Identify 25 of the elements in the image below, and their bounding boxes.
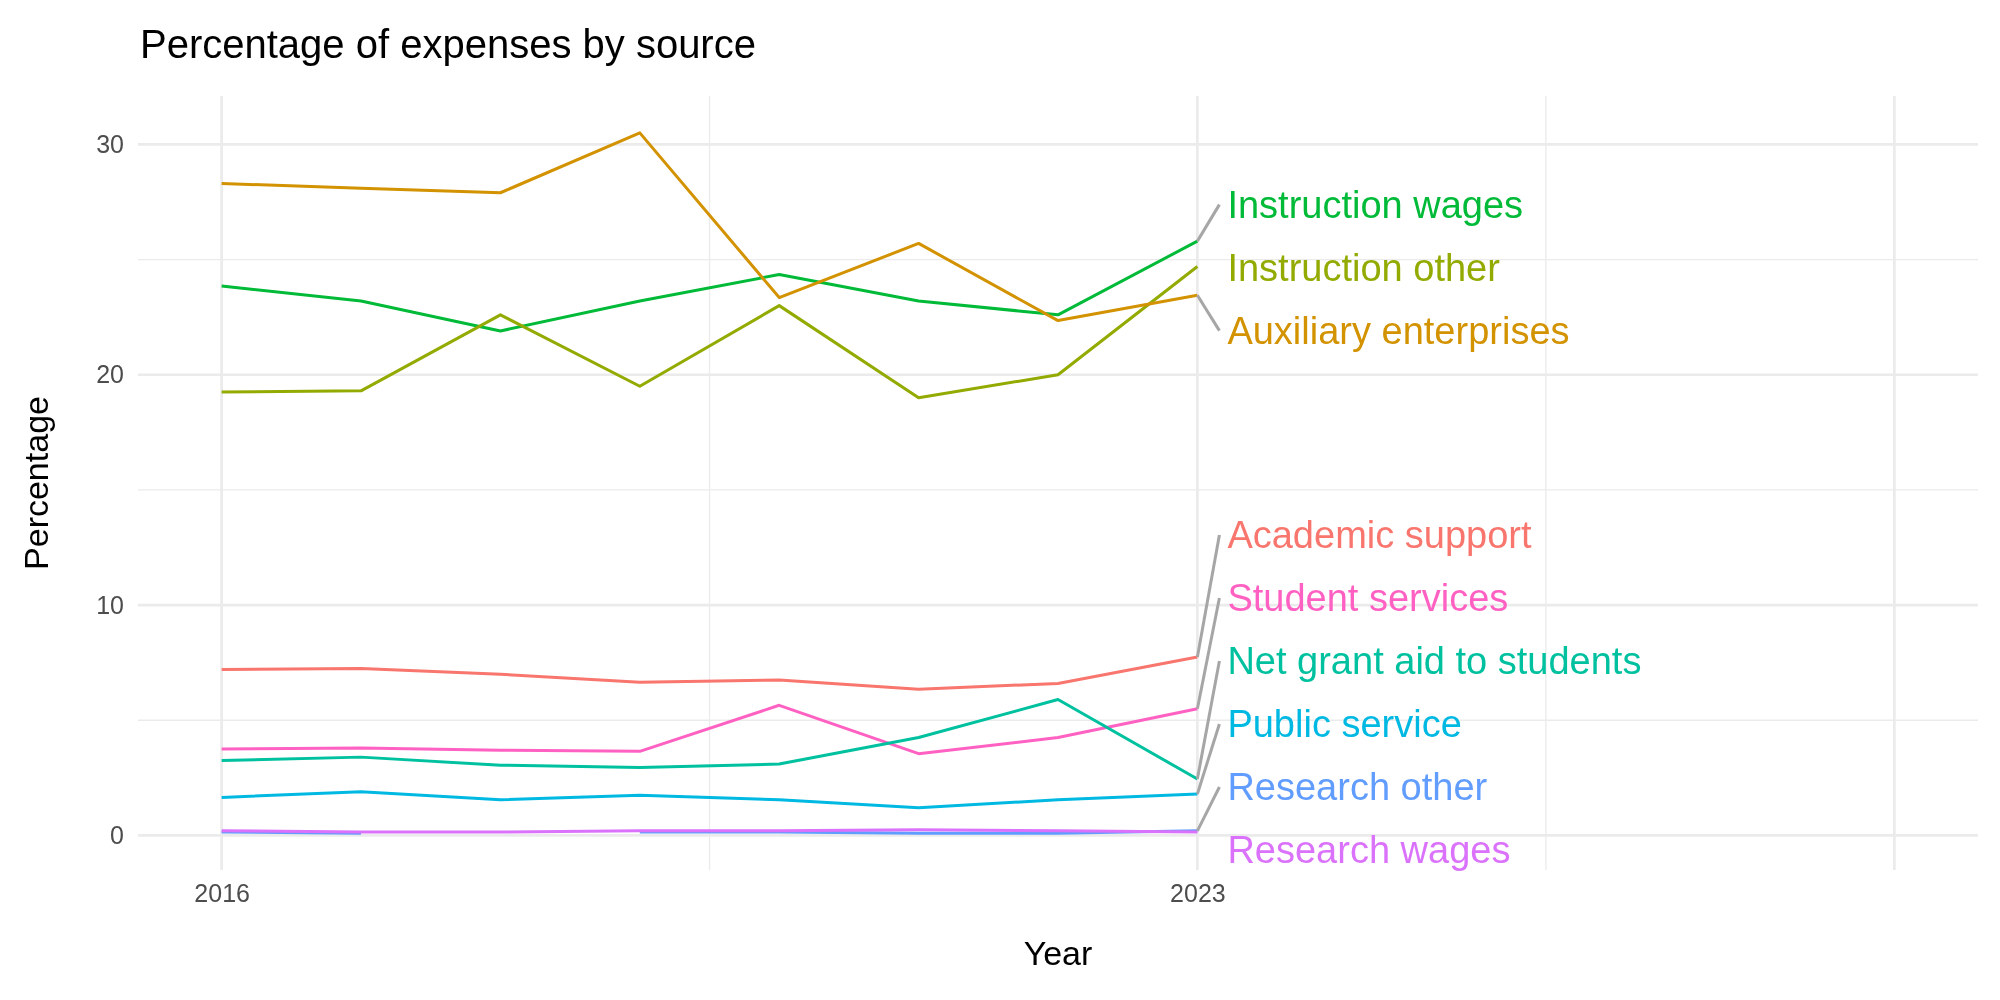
series-label: Research other xyxy=(1227,766,1488,809)
line-series xyxy=(220,264,1199,400)
chart-title: Percentage of expenses by source xyxy=(140,22,756,66)
series-label: Public service xyxy=(1227,703,1462,746)
line-series xyxy=(220,239,1199,333)
line-series xyxy=(220,698,1199,781)
series-label: Research wages xyxy=(1227,829,1511,872)
y-tick-label: 10 xyxy=(96,590,124,619)
text: Academic support xyxy=(1227,514,1532,557)
line-series xyxy=(220,703,1199,756)
y-tick-label: 0 xyxy=(110,820,124,849)
x-tick-label: 2016 xyxy=(194,878,250,907)
line-series xyxy=(220,655,1199,691)
text: Net grant aid to students xyxy=(1227,640,1642,683)
x-axis-title: Year xyxy=(1023,934,1093,972)
text: Student services xyxy=(1227,577,1509,620)
y-tick-label: 30 xyxy=(96,129,124,158)
x-tick-label: 2023 xyxy=(1170,878,1226,907)
y-tick-label: 20 xyxy=(96,360,124,389)
series-label: Auxiliary enterprises xyxy=(1227,309,1570,352)
y-axis-title: Percentage xyxy=(17,396,55,570)
series-label: Instruction wages xyxy=(1227,183,1524,226)
line-series xyxy=(220,131,1199,323)
series-label: Instruction other xyxy=(1227,246,1501,289)
line-series xyxy=(220,790,1199,810)
